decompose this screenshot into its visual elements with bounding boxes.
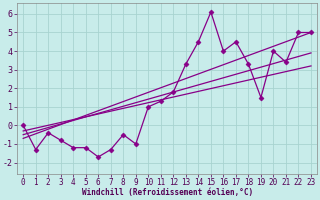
X-axis label: Windchill (Refroidissement éolien,°C): Windchill (Refroidissement éolien,°C) [82,188,253,197]
